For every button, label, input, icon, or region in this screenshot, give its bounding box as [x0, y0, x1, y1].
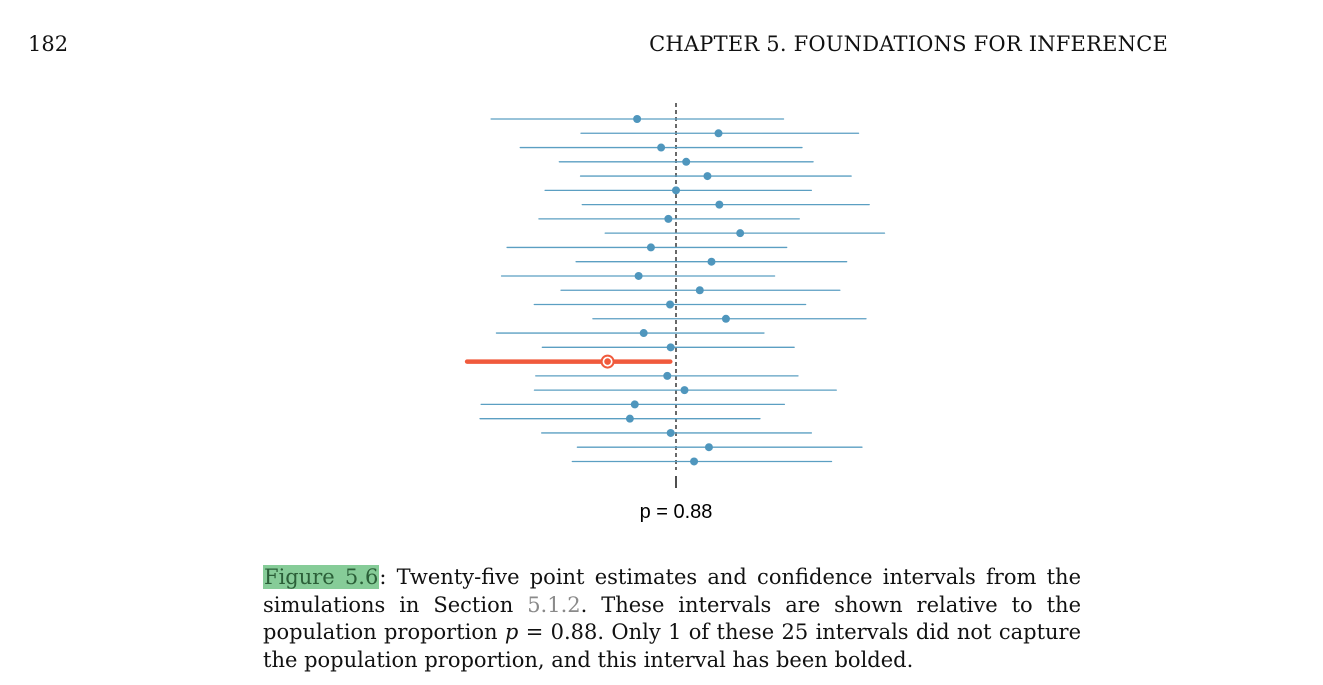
caption-text-2: . These intervals are shown relative to …	[263, 592, 1081, 645]
caption-text-3: = 0.88. Only 1 of these 25 intervals did…	[263, 620, 1081, 672]
interval-missed	[464, 354, 673, 369]
point-estimate	[639, 329, 648, 338]
point-estimate	[630, 400, 639, 409]
section-reference[interactable]: 5.1.2	[527, 592, 581, 617]
interval	[580, 129, 860, 138]
interval	[560, 286, 841, 295]
interval	[541, 343, 795, 352]
interval	[558, 157, 814, 166]
interval-layer	[464, 103, 886, 470]
interval	[500, 271, 776, 280]
interval	[533, 300, 807, 309]
point-estimate	[646, 243, 655, 252]
confidence-interval-figure: p = 0.88	[464, 103, 886, 523]
interval	[495, 329, 765, 338]
reference-label: p = 0.88	[640, 501, 713, 523]
point-estimate	[664, 214, 673, 223]
interval	[592, 314, 867, 323]
interval	[519, 143, 803, 152]
interval	[604, 229, 886, 238]
figure-caption: Figure 5.6: Twenty-five point estimates …	[263, 564, 1081, 674]
point-estimate	[666, 300, 675, 309]
point-estimate	[715, 200, 724, 209]
point-estimate	[695, 286, 704, 295]
point-estimate	[672, 186, 680, 195]
point-estimate	[666, 343, 675, 352]
interval	[533, 386, 837, 395]
page-number: 182	[28, 32, 69, 56]
interval	[575, 257, 848, 266]
point-estimate	[703, 172, 712, 181]
point-estimate	[634, 271, 643, 280]
running-header: CHAPTER 5. FOUNDATIONS FOR INFERENCE	[649, 32, 1168, 56]
interval	[479, 414, 761, 423]
interval	[490, 115, 785, 123]
point-estimate	[707, 257, 716, 266]
point-estimate	[663, 371, 672, 380]
interval	[541, 428, 813, 437]
point-estimate-missed-core	[604, 358, 611, 365]
interval	[544, 186, 813, 195]
point-estimate	[633, 115, 642, 123]
interval	[576, 443, 863, 452]
interval	[535, 371, 799, 380]
interval	[480, 400, 786, 409]
point-estimate	[690, 457, 699, 466]
interval	[538, 214, 800, 223]
point-estimate	[666, 428, 675, 437]
point-estimate	[736, 229, 745, 238]
point-estimate	[721, 314, 730, 323]
interval	[581, 200, 870, 209]
point-estimate	[625, 414, 634, 423]
point-estimate	[680, 386, 689, 395]
figure-reference[interactable]: Figure 5.6	[263, 565, 380, 589]
interval	[579, 172, 852, 181]
interval	[506, 243, 788, 252]
math-variable-p: p	[504, 620, 519, 644]
point-estimate	[714, 129, 723, 138]
caption-text-1: : Twenty-five point estimates and confid…	[263, 565, 1082, 617]
point-estimate	[657, 143, 666, 152]
point-estimate	[682, 157, 691, 166]
interval	[571, 457, 833, 466]
point-estimate	[704, 443, 713, 452]
